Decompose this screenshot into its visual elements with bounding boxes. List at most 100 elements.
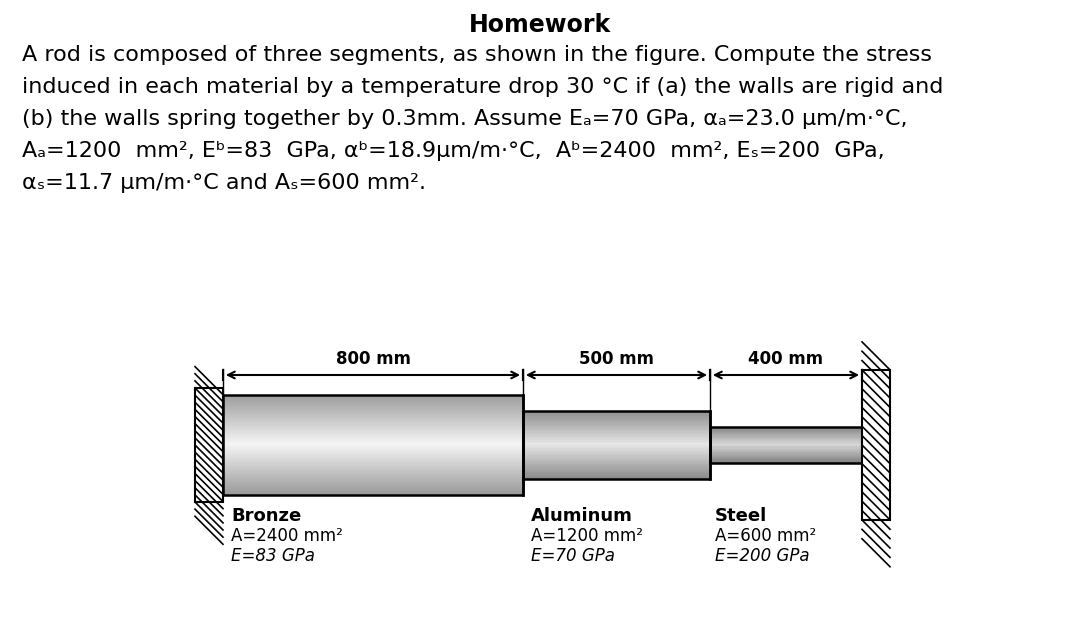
Bar	[222, 447, 523, 449]
Bar	[523, 426, 710, 428]
Bar	[523, 423, 710, 425]
Bar	[222, 449, 523, 451]
Bar	[523, 459, 710, 460]
Bar	[710, 460, 862, 462]
Bar	[222, 467, 523, 469]
Text: Steel: Steel	[715, 507, 767, 525]
Bar	[222, 493, 523, 495]
Bar	[222, 481, 523, 483]
Bar	[523, 444, 710, 445]
Bar	[523, 421, 710, 423]
Bar	[222, 475, 523, 477]
Bar	[222, 417, 523, 419]
Text: Bronze: Bronze	[231, 507, 301, 525]
Bar	[222, 459, 523, 461]
Bar	[710, 449, 862, 450]
Bar	[523, 465, 710, 467]
Bar	[710, 457, 862, 458]
Bar	[222, 487, 523, 489]
Text: (b) the walls spring together by 0.3mm. Assume Eₐ=70 GPa, αₐ=23.0 μm/m·°C,: (b) the walls spring together by 0.3mm. …	[22, 109, 907, 129]
Bar	[710, 452, 862, 454]
Bar	[523, 474, 710, 475]
Bar	[710, 433, 862, 434]
Bar	[222, 443, 523, 445]
Bar	[523, 431, 710, 433]
Bar	[710, 432, 862, 433]
Bar	[222, 431, 523, 433]
Bar	[523, 464, 710, 465]
Bar	[710, 456, 862, 457]
Bar	[710, 428, 862, 429]
Bar	[710, 458, 862, 459]
Bar	[222, 399, 523, 401]
Bar	[710, 434, 862, 435]
Text: A=2400 mm²: A=2400 mm²	[231, 527, 342, 545]
Bar	[222, 471, 523, 473]
Bar	[523, 457, 710, 459]
Bar	[523, 438, 710, 440]
Bar	[222, 395, 523, 397]
Bar	[222, 479, 523, 481]
Bar	[710, 427, 862, 428]
Bar	[195, 388, 222, 502]
Bar	[222, 439, 523, 441]
Bar	[710, 450, 862, 451]
Bar	[710, 435, 862, 437]
Bar	[523, 468, 710, 470]
Bar	[222, 451, 523, 453]
Bar	[222, 441, 523, 443]
Bar	[710, 454, 862, 455]
Bar	[523, 475, 710, 477]
Bar	[523, 419, 710, 421]
Bar	[523, 460, 710, 462]
Bar	[222, 425, 523, 427]
Bar	[222, 483, 523, 485]
Bar	[710, 437, 862, 438]
Text: 800 mm: 800 mm	[336, 350, 410, 368]
Bar	[523, 428, 710, 430]
Bar	[222, 397, 523, 399]
Bar	[523, 449, 710, 450]
Bar	[523, 433, 710, 435]
Bar	[523, 411, 710, 412]
Bar	[222, 485, 523, 487]
Bar	[222, 409, 523, 411]
Bar	[222, 413, 523, 415]
Bar	[523, 477, 710, 479]
Bar	[710, 445, 862, 446]
Bar	[523, 435, 710, 437]
Bar	[222, 453, 523, 455]
Text: Aₐ=1200  mm², Eᵇ=83  GPa, αᵇ=18.9μm/m·°C,  Aᵇ=2400  mm², Eₛ=200  GPa,: Aₐ=1200 mm², Eᵇ=83 GPa, αᵇ=18.9μm/m·°C, …	[22, 141, 885, 161]
Bar	[222, 407, 523, 409]
Bar	[222, 469, 523, 471]
Bar	[523, 472, 710, 474]
Bar	[710, 455, 862, 456]
Text: A=1200 mm²: A=1200 mm²	[531, 527, 643, 545]
Bar	[523, 442, 710, 444]
Bar	[222, 421, 523, 423]
Bar	[523, 470, 710, 472]
Bar	[523, 440, 710, 442]
Bar	[523, 430, 710, 431]
Bar	[710, 459, 862, 460]
Text: 400 mm: 400 mm	[748, 350, 824, 368]
Bar	[710, 446, 862, 447]
Bar	[523, 454, 710, 455]
Text: E=83 GPa: E=83 GPa	[231, 547, 315, 565]
Bar	[222, 437, 523, 439]
Bar	[222, 461, 523, 463]
Bar	[222, 411, 523, 413]
Bar	[222, 457, 523, 459]
Bar	[523, 437, 710, 438]
Bar	[222, 465, 523, 467]
Bar	[710, 429, 862, 430]
Bar	[222, 433, 523, 435]
Bar	[523, 467, 710, 468]
Text: A rod is composed of three segments, as shown in the figure. Compute the stress: A rod is composed of three segments, as …	[22, 45, 932, 65]
Bar	[710, 442, 862, 444]
Bar	[710, 447, 862, 449]
Text: E=200 GPa: E=200 GPa	[715, 547, 810, 565]
Bar	[222, 395, 523, 495]
Bar	[222, 491, 523, 493]
Bar	[222, 489, 523, 491]
